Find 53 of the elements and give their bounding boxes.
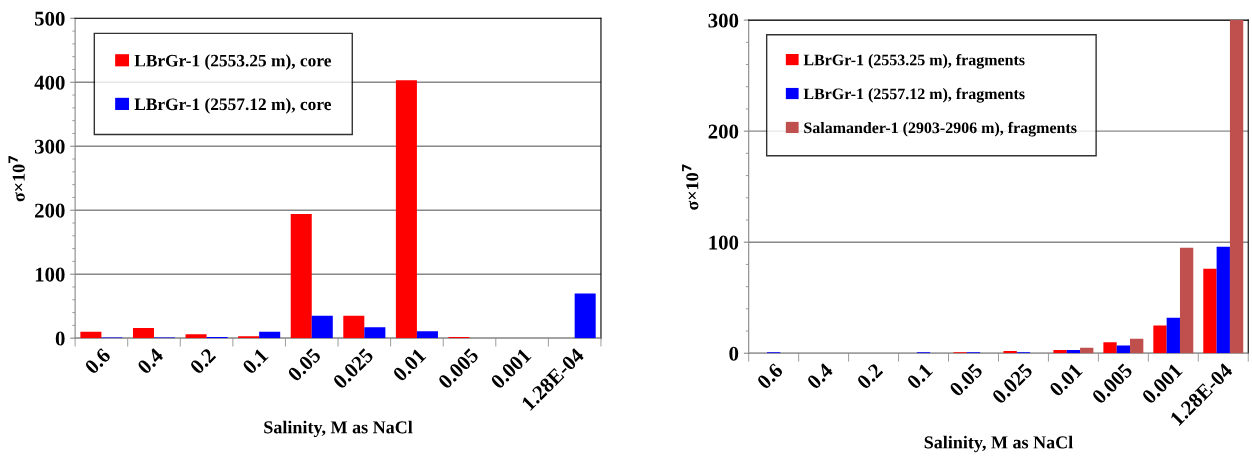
bar	[395, 80, 417, 339]
x-axis-title: Salinity, M as NaCl	[264, 420, 413, 438]
bar	[80, 331, 102, 339]
y-tick-label: 200	[35, 203, 65, 218]
bar	[343, 315, 365, 339]
legend-label: LBrGr-1 (2557.12 m), fragments	[803, 87, 1025, 103]
y-axis-title: σ×10$^{7}$	[682, 164, 699, 210]
x-tick-label: 0.6	[83, 347, 112, 375]
bar	[1116, 345, 1131, 354]
bar	[259, 331, 281, 339]
y-tick-label: 0	[55, 331, 65, 346]
bar	[132, 327, 154, 339]
x-tick-label: 0.4	[136, 347, 165, 375]
x-axis-title: Salinity, M as NaCl	[924, 435, 1073, 453]
bar	[290, 214, 312, 339]
bar	[1053, 349, 1067, 354]
x-tick-label: 0.1	[241, 347, 269, 375]
x-tick-label: 0.01	[1048, 362, 1084, 398]
x-tick-label: 0.4	[806, 362, 834, 390]
x-tick-label: 0.05	[286, 347, 322, 383]
bar	[416, 331, 438, 339]
y-tick-label: 200	[708, 124, 739, 139]
bar	[1216, 246, 1230, 354]
y-tick-label: 400	[34, 75, 65, 90]
y-tick-label: 100	[709, 235, 739, 250]
y-tick-label: 300	[708, 13, 739, 28]
bar	[1229, 20, 1244, 354]
bar	[574, 293, 596, 339]
y-axis-title: σ×10$^{7}$	[8, 155, 25, 202]
legend-label: LBrGr-1 (2553.25 m), core	[134, 54, 331, 71]
bar	[1179, 247, 1194, 354]
x-tick-label: 0.2	[856, 362, 884, 390]
bar	[185, 334, 207, 339]
y-tick-label: 0	[729, 346, 739, 361]
bar	[1130, 338, 1144, 354]
y-tick-label: 100	[35, 267, 65, 282]
bar	[1003, 351, 1017, 354]
bar	[1166, 317, 1180, 354]
x-tick-label: 0.2	[189, 347, 217, 375]
bar	[1153, 325, 1167, 354]
x-tick-label: 0.6	[756, 362, 784, 390]
bar	[1103, 342, 1117, 354]
x-tick-label: 0.1	[906, 362, 934, 390]
x-tick-label: 0.01	[392, 347, 427, 383]
legend-label: LBrGr-1 (2553.25 m), fragments	[803, 53, 1025, 69]
y-tick-label: 500	[34, 11, 65, 26]
bar	[1203, 268, 1217, 354]
bar	[364, 327, 386, 339]
legend-label: Salamander-1 (2903-2906 m), fragments	[804, 121, 1077, 137]
legend-label: LBrGr-1 (2557.12 m), core	[134, 97, 331, 114]
y-tick-label: 300	[34, 139, 65, 154]
bar	[311, 315, 333, 339]
x-tick-label: 0.05	[948, 362, 984, 398]
